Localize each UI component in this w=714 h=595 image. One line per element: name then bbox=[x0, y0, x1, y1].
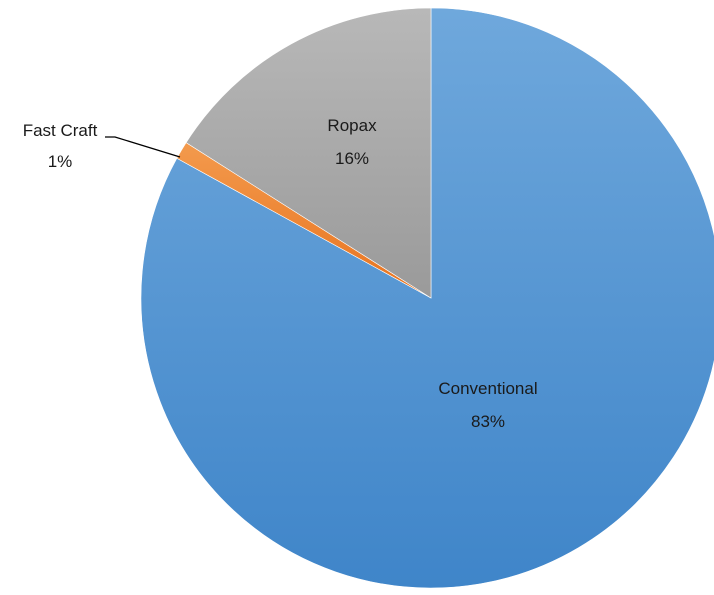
slice-label-ropax: Ropax bbox=[327, 116, 377, 135]
pie-slice-conventional bbox=[140, 7, 714, 589]
data-labels: Conventional 83% Fast Craft 1% Ropax 16% bbox=[23, 116, 538, 431]
slice-value-label-fast-craft: 1% bbox=[48, 152, 73, 171]
slice-label-conventional: Conventional bbox=[438, 379, 537, 398]
pie-slice-ropax bbox=[185, 7, 432, 299]
pie-slices bbox=[140, 7, 714, 589]
leader-lines bbox=[105, 136, 181, 158]
slice-value-label-conventional: 83% bbox=[471, 412, 505, 431]
slice-label-fast-craft: Fast Craft bbox=[23, 121, 98, 140]
leader-line-fast-craft bbox=[105, 136, 181, 158]
slice-value-label-ropax: 16% bbox=[335, 149, 369, 168]
